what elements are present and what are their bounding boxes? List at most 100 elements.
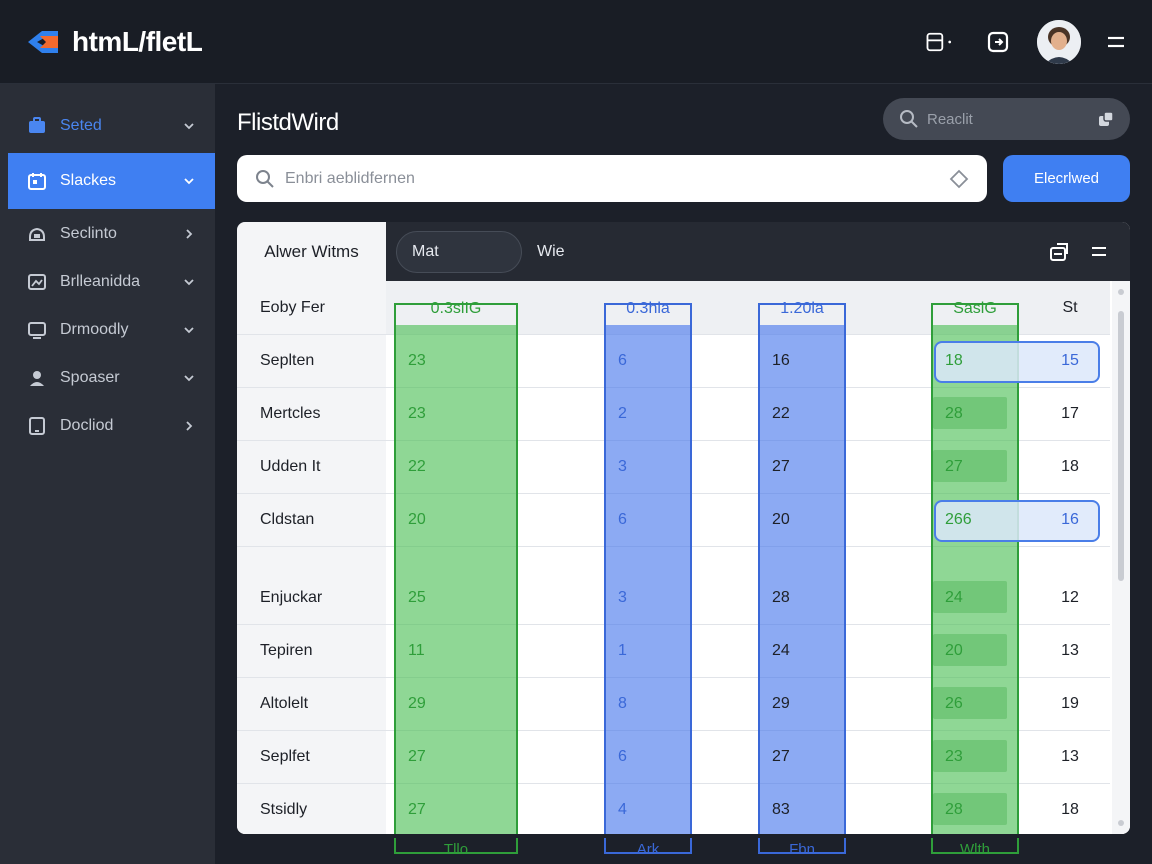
sidebar-item-brlleanidda[interactable]: Brlleanidda xyxy=(8,254,215,310)
monitor-icon xyxy=(26,319,48,341)
image-icon xyxy=(26,271,48,293)
column-header-4[interactable]: SaslG xyxy=(953,300,997,317)
table-cell: 27 xyxy=(408,800,426,818)
avatar-image xyxy=(1037,20,1081,64)
table-cell: 13 xyxy=(1061,747,1079,765)
table-cell: 22 xyxy=(772,404,790,422)
chevron-down-icon xyxy=(184,178,194,185)
row-label[interactable]: Udden It xyxy=(260,457,321,475)
sidebar-item-docliod[interactable]: Docliod xyxy=(8,398,215,454)
scroll-up-arrow[interactable] xyxy=(1118,289,1124,295)
table-cell: 16 xyxy=(1061,510,1079,528)
chevron-right-icon xyxy=(186,229,193,239)
column-bracket xyxy=(931,303,1019,327)
row-label[interactable]: Tepiren xyxy=(260,641,313,659)
table-cell: 3 xyxy=(618,588,627,606)
column-header-2[interactable]: 0.3hla xyxy=(626,300,670,317)
table-cell: 18 xyxy=(1061,800,1079,818)
table-cell: 24 xyxy=(772,641,790,659)
value-chip xyxy=(933,397,1007,429)
chevron-down-icon xyxy=(184,375,194,382)
menu-button[interactable] xyxy=(1102,28,1130,56)
column-header-3[interactable]: 1.20la xyxy=(780,300,824,317)
table-cell: 18 xyxy=(1061,457,1079,475)
row-label[interactable]: Seplfet xyxy=(260,747,310,765)
table-cell: 28 xyxy=(945,800,963,818)
user-icon xyxy=(26,367,48,389)
avatar[interactable] xyxy=(1037,20,1081,64)
sidebar-item-spoaser[interactable]: Spoaser xyxy=(8,350,215,406)
sidebar-item-label: Seclinto xyxy=(60,225,117,242)
tab-alwer-witms[interactable]: Alwer Witms xyxy=(237,222,386,281)
row-label[interactable]: Mertcles xyxy=(260,404,321,422)
table-cell: 11 xyxy=(408,641,425,659)
column-footer-3: Fbn xyxy=(789,840,815,858)
scrollbar[interactable] xyxy=(1112,281,1130,834)
column-bracket xyxy=(931,838,1019,854)
row-label[interactable]: Altolelt xyxy=(260,694,309,712)
menu-icon[interactable] xyxy=(1087,240,1111,264)
table-cell: 23 xyxy=(945,747,963,765)
sidebar-item-label: Spoaser xyxy=(60,369,120,386)
tab-mat[interactable]: Mat xyxy=(396,231,522,273)
sidebar-item-slackes[interactable]: Slackes xyxy=(8,153,215,209)
row-label[interactable]: Stsidly xyxy=(260,800,308,818)
page-title: FlistdWird xyxy=(237,109,339,136)
table-cell: 23 xyxy=(408,351,426,369)
table-cell: 6 xyxy=(618,351,627,369)
row-label[interactable]: Cldstan xyxy=(260,510,315,528)
row-label[interactable]: Seplten xyxy=(260,351,315,369)
table-cell: 27 xyxy=(772,747,790,765)
table-cell: 20 xyxy=(772,510,790,528)
search-input[interactable] xyxy=(285,169,925,188)
chevron-right-icon xyxy=(186,421,193,431)
table-cell: 17 xyxy=(1061,404,1079,422)
sidebar-item-label: Docliod xyxy=(60,417,114,434)
top-search-placeholder: Reaclit xyxy=(927,110,973,128)
value-chip xyxy=(933,450,1007,482)
column-highlight-2 xyxy=(604,325,692,834)
app-logo[interactable]: htmL/fletL xyxy=(24,26,203,58)
sidebar-item-seted[interactable]: Seted xyxy=(8,98,215,154)
selected-row-highlight[interactable] xyxy=(934,341,1100,383)
scroll-down-arrow[interactable] xyxy=(1118,820,1124,826)
sidebar-item-drmoodly[interactable]: Drmoodly xyxy=(8,302,215,358)
column-highlight-3 xyxy=(758,325,846,834)
value-chip xyxy=(933,793,1007,825)
tab-wie[interactable]: Wie xyxy=(537,242,565,260)
column-header-5[interactable]: St xyxy=(1062,298,1078,316)
scrollbar-thumb[interactable] xyxy=(1118,311,1124,581)
exit-icon xyxy=(987,31,1009,53)
column-header-1[interactable]: 0.3slIG xyxy=(430,300,482,317)
table-cell: 1 xyxy=(618,641,627,659)
column-bracket xyxy=(394,303,518,327)
layout-button[interactable] xyxy=(925,28,953,56)
export-icon[interactable] xyxy=(1047,240,1071,264)
table-cell: 26 xyxy=(945,694,963,712)
column-bracket xyxy=(758,838,846,854)
selected-row-highlight[interactable] xyxy=(934,500,1100,542)
table-cell: 28 xyxy=(772,588,790,606)
table-cell: 12 xyxy=(1061,588,1079,606)
share-icon[interactable] xyxy=(1096,109,1116,129)
table-cell: 83 xyxy=(772,800,790,818)
cloud-icon xyxy=(26,223,48,245)
table-cell: 4 xyxy=(618,800,627,818)
table-cell: 6 xyxy=(618,510,627,528)
table-cell: 16 xyxy=(772,351,790,369)
column-footer-1: Tllo xyxy=(443,840,469,858)
primary-button[interactable]: Elecrlwed xyxy=(1003,155,1130,202)
table-cell: 6 xyxy=(618,747,627,765)
layout-icon xyxy=(926,32,952,52)
clear-icon[interactable] xyxy=(949,169,969,189)
table-cell: 8 xyxy=(618,694,627,712)
chevron-down-icon xyxy=(184,123,194,130)
row-label[interactable]: Enjuckar xyxy=(260,588,323,606)
exit-button[interactable] xyxy=(984,28,1012,56)
chevron-down-icon xyxy=(184,279,194,286)
briefcase-icon xyxy=(26,115,48,137)
table-cell: 27 xyxy=(772,457,790,475)
search-icon xyxy=(256,169,274,188)
top-search-field[interactable]: Reaclit xyxy=(883,98,1130,140)
sidebar-item-seclinto[interactable]: Seclinto xyxy=(8,206,215,262)
